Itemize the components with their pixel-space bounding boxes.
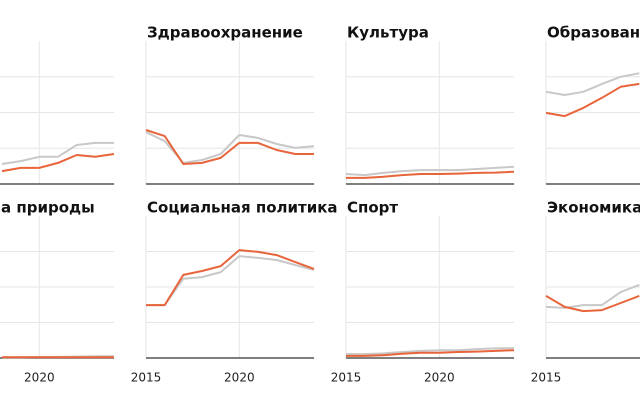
series-line (146, 249, 315, 307)
x-tick-label: 2020 (224, 371, 255, 385)
panel-title: Образован (547, 24, 640, 42)
x-tick-label: 2020 (424, 371, 455, 385)
series-line (545, 294, 640, 313)
x-tick-label: 2015 (331, 371, 362, 385)
series-line (345, 165, 515, 177)
series-line (545, 82, 640, 118)
x-tick-label: 2015 (131, 371, 162, 385)
series-line (146, 255, 315, 307)
panel-title: Экономика (547, 199, 640, 217)
panel-title: Здравоохранение (147, 24, 303, 42)
series-line (346, 349, 515, 357)
series-line (145, 131, 315, 164)
series-line (346, 347, 515, 356)
series-line (1, 153, 115, 173)
panel-title: а природы (1, 199, 95, 217)
panel-title: Спорт (347, 199, 398, 217)
x-tick-label: 2020 (24, 371, 55, 385)
series-line (545, 72, 640, 96)
panel-title: Культура (347, 24, 429, 42)
panel-title: Социальная политика (147, 199, 338, 217)
series-line (545, 283, 640, 309)
series-line (1, 141, 114, 165)
series-line (346, 170, 515, 179)
x-tick-label: 2015 (531, 371, 562, 385)
series-line (145, 129, 314, 165)
